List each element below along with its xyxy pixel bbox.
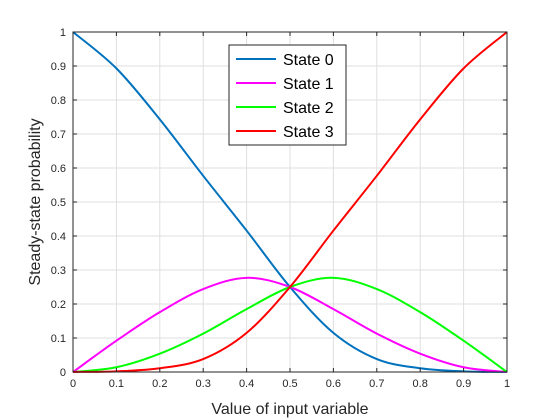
- y-tick-label: 0.6: [51, 163, 66, 175]
- x-tick-label: 0.6: [326, 378, 341, 390]
- y-tick-label: 1: [60, 27, 66, 39]
- y-axis-label: Steady-state probability: [27, 118, 44, 285]
- x-tick-label: 0.3: [196, 378, 211, 390]
- x-tick-label: 0.5: [282, 378, 297, 390]
- legend-label-state-1: State 1: [283, 76, 334, 93]
- axes: [72, 31, 508, 373]
- y-tick-label: 0.8: [51, 95, 66, 107]
- series-line-state-3: [72, 31, 508, 373]
- x-tick-label: 0.9: [456, 378, 471, 390]
- x-tick-label: 0.4: [239, 378, 254, 390]
- x-tick-label: 1: [504, 378, 510, 390]
- x-axis-label: Value of input variable: [211, 401, 368, 418]
- y-tick-label: 0.9: [51, 61, 66, 73]
- y-tick-label: 0.3: [51, 265, 66, 277]
- x-tick-label: 0: [70, 378, 76, 390]
- tick-labels: 0 0.1 0.2 0.3 0.4 0.5 0.6 0.7 0.8 0.9 1 0 0.1 0.2 0.3 0…: [51, 27, 510, 390]
- y-tick-label: 0.5: [51, 197, 66, 209]
- x-tick-label: 0.8: [413, 378, 428, 390]
- legend-box: [228, 44, 347, 146]
- y-tick-label: 0.7: [51, 129, 66, 141]
- series-lines: [72, 31, 508, 373]
- legend-label-state-3: State 3: [283, 124, 334, 141]
- y-tick-label: 0.2: [51, 299, 66, 311]
- y-tick-label: 0.4: [51, 231, 66, 243]
- series-line-state-0: [72, 31, 508, 373]
- legend: State 0 State 1 State 2 State 3: [228, 44, 347, 146]
- axes-box: [72, 31, 508, 373]
- y-tick-label: 0: [60, 367, 66, 379]
- x-tick-label: 0.2: [152, 378, 167, 390]
- legend-label-state-0: State 0: [283, 52, 334, 69]
- x-tick-label: 0.7: [369, 378, 384, 390]
- x-tick-label: 0.1: [109, 378, 124, 390]
- y-tick-label: 0.1: [51, 333, 66, 345]
- legend-label-state-2: State 2: [283, 100, 334, 117]
